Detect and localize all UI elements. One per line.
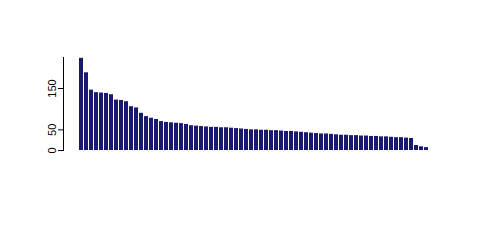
svg-text:50: 50 bbox=[46, 124, 58, 136]
svg-text:0: 0 bbox=[46, 147, 58, 153]
svg-text:150: 150 bbox=[46, 79, 58, 97]
